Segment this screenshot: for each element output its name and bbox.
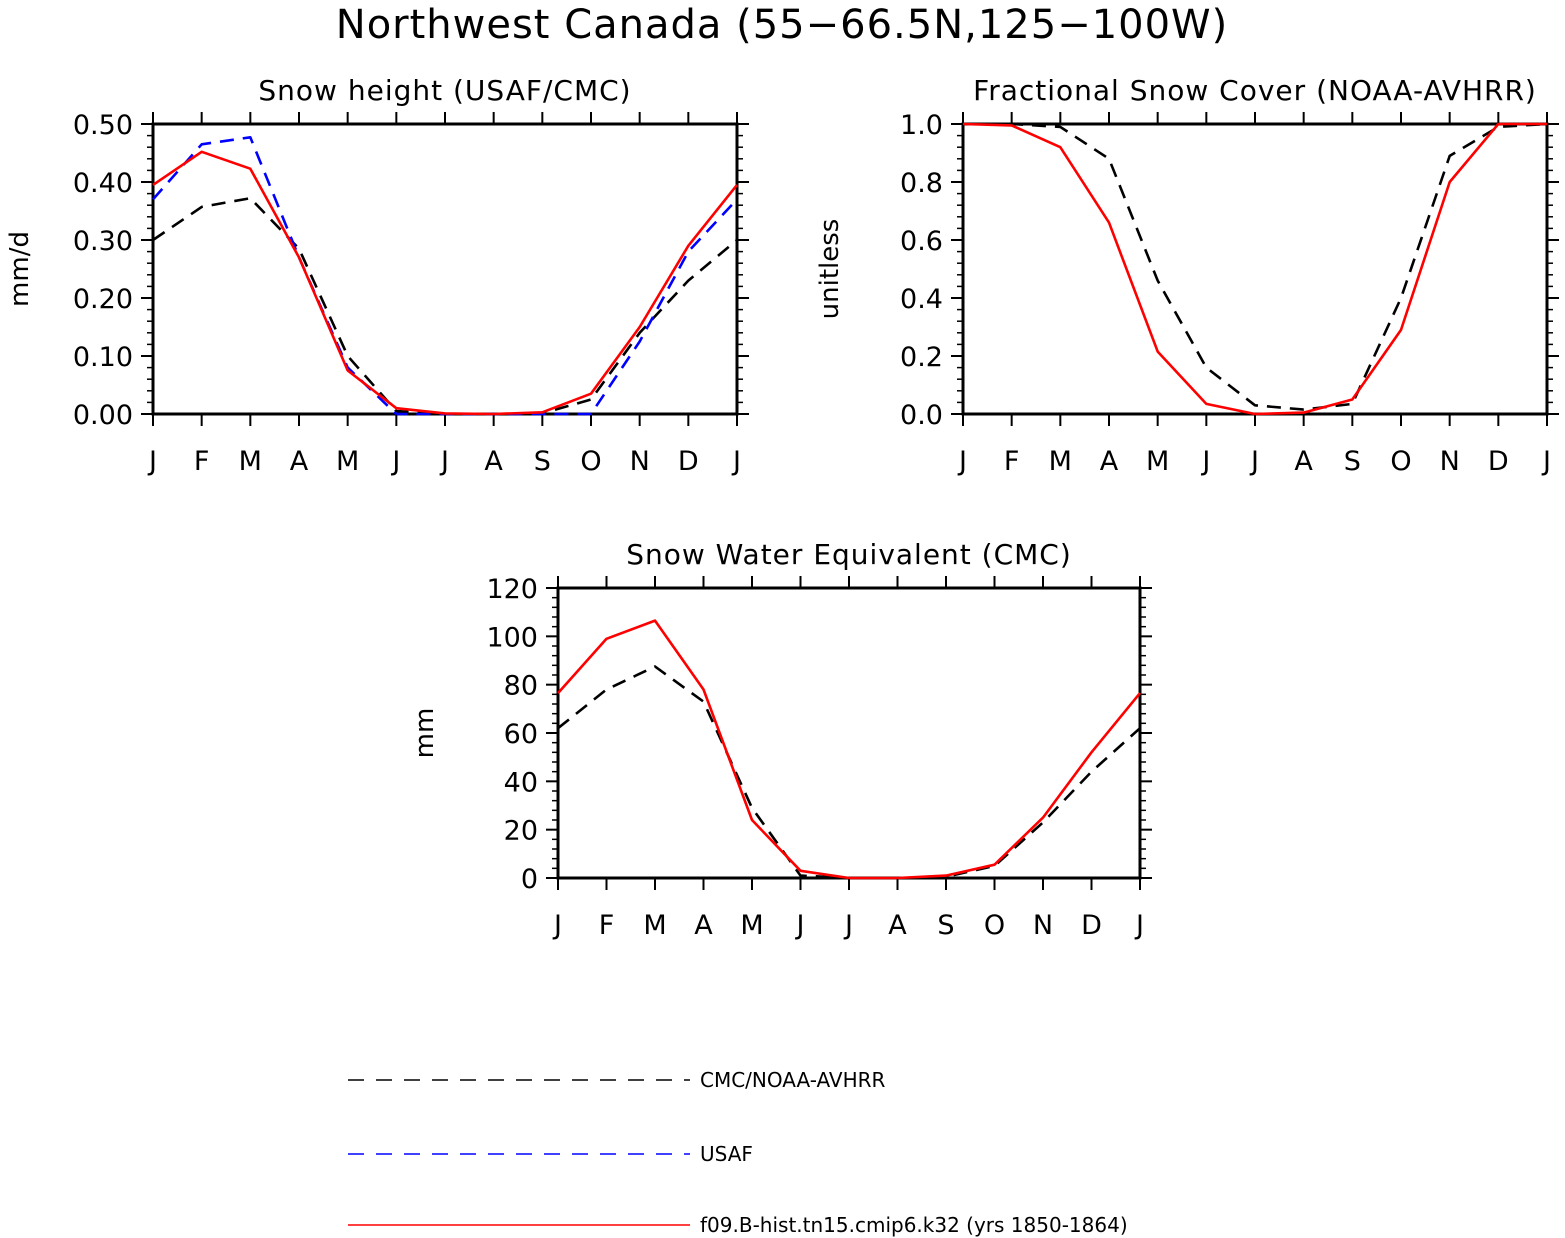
series-line-usaf bbox=[152, 136, 738, 416]
y-tick-label: 0.6 bbox=[900, 226, 943, 257]
legend-label-cmc: CMC/NOAA-AVHRR bbox=[700, 1068, 886, 1092]
x-tick-label: S bbox=[534, 446, 551, 477]
x-tick-label: D bbox=[1488, 446, 1509, 477]
plot-frame bbox=[151, 122, 739, 416]
x-tick-label: J bbox=[731, 446, 741, 477]
panel-title: Snow Water Equivalent (CMC) bbox=[626, 538, 1072, 571]
panel-fractional-snow-cover: J F M A M J J A S O N D J0.00.20.40.60.81.0Fractiona… bbox=[815, 74, 1559, 477]
series-line-cmc bbox=[557, 665, 1141, 880]
legend-label-model: f09.B-hist.tn15.cmip6.k32 (yrs 1850-1864… bbox=[700, 1213, 1128, 1237]
x-tick-label: M bbox=[1146, 446, 1169, 477]
panel-title: Snow height (USAF/CMC) bbox=[258, 74, 631, 107]
y-tick-label: 0.4 bbox=[900, 284, 943, 315]
x-tick-label: M bbox=[239, 446, 262, 477]
x-tick-label: J bbox=[795, 910, 805, 941]
x-tick-label: J bbox=[1249, 446, 1259, 477]
series-line-f09 bbox=[557, 619, 1142, 880]
series-line-f09 bbox=[962, 122, 1547, 416]
y-tick-label: 0.00 bbox=[73, 400, 133, 431]
x-tick-label: J bbox=[843, 910, 853, 941]
y-tick-label: 0.30 bbox=[73, 226, 133, 257]
plot-frame bbox=[556, 586, 1142, 880]
x-tick-label: J bbox=[1200, 446, 1210, 477]
y-axis-label: mm bbox=[410, 708, 440, 759]
x-tick-label: J bbox=[957, 446, 967, 477]
x-tick-label: A bbox=[1100, 446, 1119, 477]
x-tick-label: J bbox=[390, 446, 400, 477]
y-tick-label: 0.2 bbox=[900, 342, 943, 373]
y-tick-label: 80 bbox=[504, 671, 538, 702]
plot-frame bbox=[961, 122, 1549, 416]
x-tick-label: J bbox=[1134, 910, 1144, 941]
y-axis-label: unitless bbox=[815, 219, 845, 320]
x-tick-label: J bbox=[552, 910, 562, 941]
x-tick-label: M bbox=[336, 446, 359, 477]
x-tick-label: O bbox=[580, 446, 601, 477]
series-line-f09 bbox=[152, 150, 739, 416]
x-tick-label: D bbox=[1081, 910, 1102, 941]
x-tick-label: S bbox=[937, 910, 954, 941]
y-axis-label: mm/d bbox=[5, 231, 35, 307]
y-tick-label: 0.8 bbox=[900, 168, 943, 199]
y-tick-label: 0.50 bbox=[73, 110, 133, 141]
panel-title: Fractional Snow Cover (NOAA-AVHRR) bbox=[973, 74, 1537, 107]
y-tick-label: 100 bbox=[486, 622, 538, 653]
y-tick-label: 0.20 bbox=[73, 284, 133, 315]
x-tick-label: J bbox=[1541, 446, 1551, 477]
legend-item-usaf: USAF bbox=[348, 1142, 753, 1166]
legend-item-cmc: CMC/NOAA-AVHRR bbox=[348, 1068, 886, 1092]
x-tick-label: A bbox=[1294, 446, 1313, 477]
x-tick-label: M bbox=[740, 910, 763, 941]
x-tick-label: N bbox=[630, 446, 650, 477]
x-tick-label: N bbox=[1033, 910, 1053, 941]
x-tick-label: F bbox=[194, 446, 210, 477]
x-tick-label: J bbox=[147, 446, 157, 477]
y-tick-label: 1.0 bbox=[900, 110, 943, 141]
x-tick-label: A bbox=[290, 446, 309, 477]
legend-label-usaf: USAF bbox=[700, 1142, 753, 1166]
figure-title: Northwest Canada (55−66.5N,125−100W) bbox=[336, 2, 1228, 48]
x-tick-label: M bbox=[1049, 446, 1072, 477]
x-tick-label: M bbox=[643, 910, 666, 941]
y-tick-label: 120 bbox=[486, 574, 538, 605]
y-tick-label: 40 bbox=[504, 767, 538, 798]
x-tick-label: A bbox=[484, 446, 503, 477]
legend-item-model: f09.B-hist.tn15.cmip6.k32 (yrs 1850-1864… bbox=[348, 1213, 1128, 1237]
y-tick-label: 0.0 bbox=[900, 400, 943, 431]
legend: CMC/NOAA-AVHRR USAF f09.B-hist.tn15.cmip… bbox=[348, 1068, 1128, 1237]
series-line-cmc bbox=[152, 196, 738, 416]
y-tick-label: 60 bbox=[504, 719, 538, 750]
panel-snow-height: J F M A M J J A S O N D J0.000.100.200.300.400.50Sno… bbox=[5, 74, 749, 477]
y-tick-label: 0.40 bbox=[73, 168, 133, 199]
y-tick-label: 0.10 bbox=[73, 342, 133, 373]
x-tick-label: D bbox=[678, 446, 699, 477]
x-tick-label: A bbox=[694, 910, 713, 941]
x-tick-label: O bbox=[984, 910, 1005, 941]
x-tick-label: F bbox=[1004, 446, 1020, 477]
y-tick-label: 20 bbox=[504, 816, 538, 847]
x-tick-label: O bbox=[1390, 446, 1411, 477]
series-line-cmc bbox=[963, 122, 1548, 411]
y-tick-label: 0 bbox=[521, 864, 538, 895]
x-tick-label: N bbox=[1440, 446, 1460, 477]
x-tick-label: A bbox=[888, 910, 907, 941]
x-tick-label: J bbox=[439, 446, 449, 477]
x-tick-label: S bbox=[1344, 446, 1361, 477]
x-tick-label: F bbox=[599, 910, 615, 941]
